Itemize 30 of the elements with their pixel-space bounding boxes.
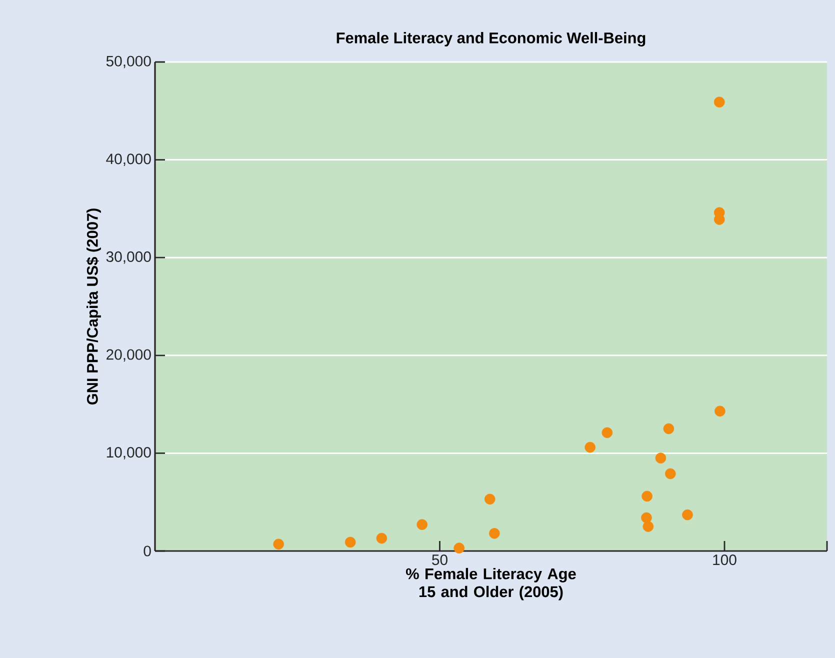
point — [642, 521, 654, 532]
y-tick-label: 50,000 — [106, 56, 151, 68]
point — [655, 452, 666, 464]
point — [642, 490, 652, 502]
point — [641, 512, 652, 524]
x-tick-label: 100 — [713, 554, 736, 566]
point — [665, 468, 676, 480]
y-tick-label: 10,000 — [106, 447, 151, 460]
point — [454, 542, 465, 554]
point — [273, 538, 284, 550]
y-axis-title: GNI PPP/Capita US$ (2007) — [86, 208, 101, 405]
point — [584, 442, 596, 453]
point — [714, 96, 725, 108]
point — [416, 519, 428, 530]
point — [489, 528, 500, 539]
x-tick-label: 50 — [432, 554, 448, 566]
point — [484, 494, 496, 505]
point — [714, 214, 725, 225]
point — [663, 423, 674, 434]
y-tick-label: 20,000 — [106, 349, 151, 362]
y-tick-label: 30,000 — [106, 251, 151, 264]
x-axis-title: % Female Literacy Age 15 and Older (2005) — [406, 568, 576, 600]
point — [344, 536, 356, 548]
point — [602, 427, 613, 438]
point — [376, 532, 388, 544]
point — [682, 509, 693, 520]
chart-title: Female Literacy and Economic Well-Being — [336, 32, 646, 46]
y-tick-label: 0 — [144, 546, 151, 556]
point — [714, 406, 726, 417]
y-tick-label: 40,000 — [106, 154, 151, 166]
